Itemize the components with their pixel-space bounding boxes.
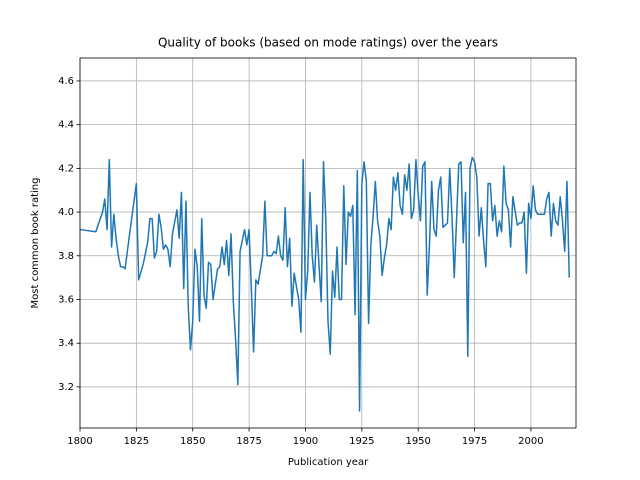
chart-title: Quality of books (based on mode ratings)…: [158, 36, 498, 50]
x-axis-label: Publication year: [288, 457, 369, 468]
y-tick-label: 4.2: [58, 163, 74, 174]
y-tick-label: 4.4: [58, 120, 74, 131]
x-tick-label: 1975: [462, 436, 487, 447]
x-tick-label: 1900: [293, 436, 318, 447]
x-tick-label: 1850: [180, 436, 205, 447]
x-tick-label: 1925: [349, 436, 374, 447]
y-tick-label: 4.0: [58, 207, 74, 218]
y-tick-label: 3.4: [58, 338, 74, 349]
x-tick-label: 1825: [124, 436, 149, 447]
x-tick-label: 1875: [236, 436, 261, 447]
x-tick-label: 2000: [518, 436, 543, 447]
x-tick-label: 1800: [67, 436, 92, 447]
y-tick-label: 4.6: [58, 76, 74, 87]
y-tick-label: 3.2: [58, 382, 74, 393]
x-tick-label: 1950: [405, 436, 430, 447]
data-line: [79, 156, 570, 412]
plot-frame: [79, 57, 577, 429]
y-axis-label: Most common book rating: [30, 178, 41, 309]
y-tick-label: 3.8: [58, 251, 74, 262]
y-tick-label: 3.6: [58, 294, 74, 305]
